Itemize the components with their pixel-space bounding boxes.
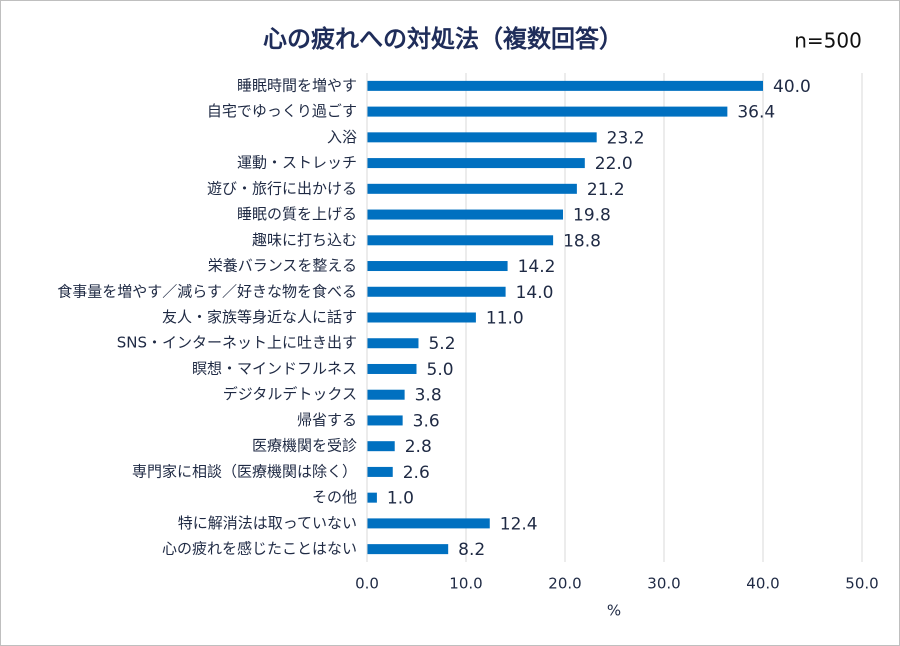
value-label: 3.6 [413, 411, 440, 431]
y-tick-label: SNS・インターネット上に吐き出す [117, 334, 357, 352]
y-tick-label: 入浴 [327, 128, 357, 146]
value-label: 12.4 [500, 514, 538, 534]
y-tick-label: その他 [312, 488, 357, 506]
value-label: 5.0 [427, 360, 454, 380]
value-label: 22.0 [595, 154, 633, 174]
y-tick-label: 帰省する [297, 411, 357, 429]
bar [367, 261, 508, 272]
bar [367, 466, 393, 477]
annotation: n=500 [794, 29, 862, 53]
x-tick-label: 10.0 [449, 575, 482, 593]
y-tick-label: 医療機関を受診 [252, 437, 357, 455]
value-label: 23.2 [607, 128, 645, 148]
y-tick-label: 自宅でゆっくり過ごす [207, 102, 357, 120]
x-tick-label: 30.0 [647, 575, 680, 593]
y-tick-label: 友人・家族等身近な人に話す [162, 308, 357, 326]
bar [367, 209, 564, 220]
value-label: 19.8 [573, 206, 611, 226]
bar [367, 286, 506, 297]
y-tick-label: 栄養バランスを整える [208, 257, 357, 275]
value-label: 11.0 [486, 309, 524, 329]
x-tick-label: 20.0 [548, 575, 581, 593]
y-tick-label: 睡眠時間を増やす [237, 76, 357, 94]
y-tick-label: デジタルデトックス [223, 385, 357, 403]
value-label: 18.8 [563, 231, 601, 251]
value-label: 2.8 [405, 437, 432, 457]
bar [367, 441, 395, 452]
value-label: 3.8 [415, 386, 442, 406]
y-tick-label: 食事量を増やす／減らす／好きな物を食べる [57, 282, 357, 300]
value-label: 21.2 [587, 180, 625, 200]
y-tick-label: 心の疲れを感じたことはない [162, 540, 357, 558]
bar [367, 338, 419, 349]
value-label: 40.0 [773, 77, 811, 97]
value-label: 8.2 [458, 540, 485, 560]
value-label: 5.2 [428, 334, 455, 354]
bar [367, 312, 476, 323]
value-label: 1.0 [387, 489, 414, 509]
y-tick-label: 運動・ストレッチ [237, 154, 357, 172]
value-label: 2.6 [403, 463, 430, 483]
y-tick-label: 睡眠の質を上げる [237, 205, 357, 223]
x-tick-label: 0.0 [355, 575, 379, 593]
bar [367, 106, 728, 117]
bar [367, 183, 577, 194]
bar [367, 235, 554, 246]
bar [367, 363, 417, 374]
bar [367, 132, 597, 143]
x-tick-label: 40.0 [746, 575, 779, 593]
bar [367, 389, 405, 400]
y-tick-label: 趣味に打ち込む [252, 231, 357, 249]
value-label: 14.0 [516, 283, 554, 303]
x-axis-label: % [607, 602, 621, 620]
value-label: 36.4 [737, 103, 775, 123]
bar [367, 544, 449, 555]
y-tick-label: 専門家に相談（医療機関は除く） [132, 462, 357, 480]
bar [367, 80, 763, 91]
value-label: 14.2 [518, 257, 556, 277]
x-tick-label: 50.0 [845, 575, 878, 593]
bar [367, 158, 585, 169]
chart-title: 心の疲れへの対処法（複数回答） [263, 25, 623, 53]
bar [367, 518, 490, 529]
y-tick-label: 遊び・旅行に出かける [207, 179, 357, 197]
bar [367, 415, 403, 426]
bar [367, 492, 377, 503]
y-tick-label: 瞑想・マインドフルネス [192, 359, 357, 377]
y-tick-label: 特に解消法は取っていない [178, 514, 357, 532]
